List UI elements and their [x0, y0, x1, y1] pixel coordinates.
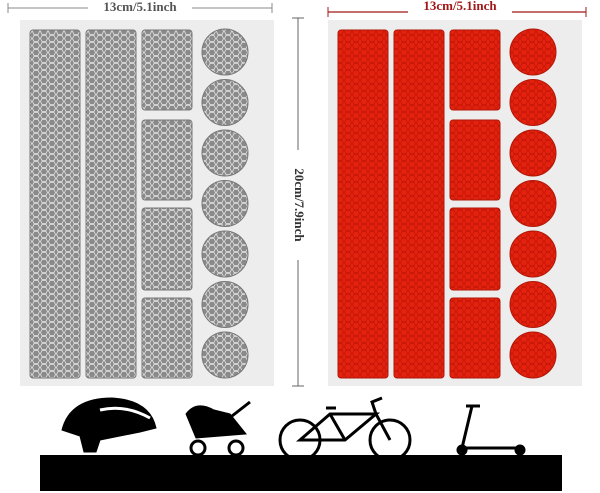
- helmet-icon: [61, 397, 157, 453]
- bike-wheel: [368, 418, 412, 462]
- reflective-strip: [393, 29, 445, 379]
- height-label: 20cm/7.9inch: [292, 168, 307, 242]
- reflective-dot: [201, 331, 249, 379]
- reflective-dot: [509, 129, 557, 177]
- stroller-wheel: [227, 439, 245, 457]
- reflective-strip: [29, 29, 81, 379]
- helmet-highlight: [99, 406, 151, 420]
- reflective-rectangle: [141, 29, 193, 111]
- reflective-dot: [201, 230, 249, 278]
- width-label: 13cm/5.1inch: [103, 0, 177, 14]
- bike-frame: [295, 396, 392, 442]
- reflective-rectangle: [449, 207, 501, 291]
- reflective-dot: [509, 180, 557, 227]
- label-bg: [88, 0, 192, 16]
- usage-icons: [61, 396, 526, 462]
- width-label: 13cm/5.1inch: [423, 0, 497, 13]
- scooter-wheel: [514, 444, 526, 456]
- reflective-dot: [509, 230, 557, 278]
- reflective-strip: [85, 29, 137, 379]
- reflective-dot: [509, 28, 557, 76]
- reflective-rectangle: [449, 29, 501, 111]
- reflective-rectangle: [141, 119, 193, 201]
- reflective-dot: [201, 129, 249, 177]
- reflective-rectangle: [141, 297, 193, 379]
- reflective-dot: [509, 331, 557, 379]
- reflective-dot: [201, 281, 249, 328]
- reflective-dot: [201, 79, 249, 126]
- label-bg: [408, 0, 512, 14]
- stroller-icon: [185, 405, 247, 439]
- reflective-rectangle: [449, 297, 501, 379]
- reflective-rectangle: [141, 207, 193, 291]
- label-bg: [290, 150, 306, 260]
- stroller-handle: [231, 400, 251, 418]
- reflective-dot: [509, 79, 557, 126]
- reflective-dot: [509, 281, 557, 328]
- reflective-dot: [201, 180, 249, 227]
- reflective-dot: [201, 28, 249, 76]
- scooter-wheel: [456, 444, 468, 456]
- stroller-wheel: [189, 439, 207, 457]
- scooter-stem: [460, 405, 474, 449]
- reflective-strip: [337, 29, 389, 379]
- reflective-rectangle: [449, 119, 501, 201]
- stickers: [29, 28, 557, 379]
